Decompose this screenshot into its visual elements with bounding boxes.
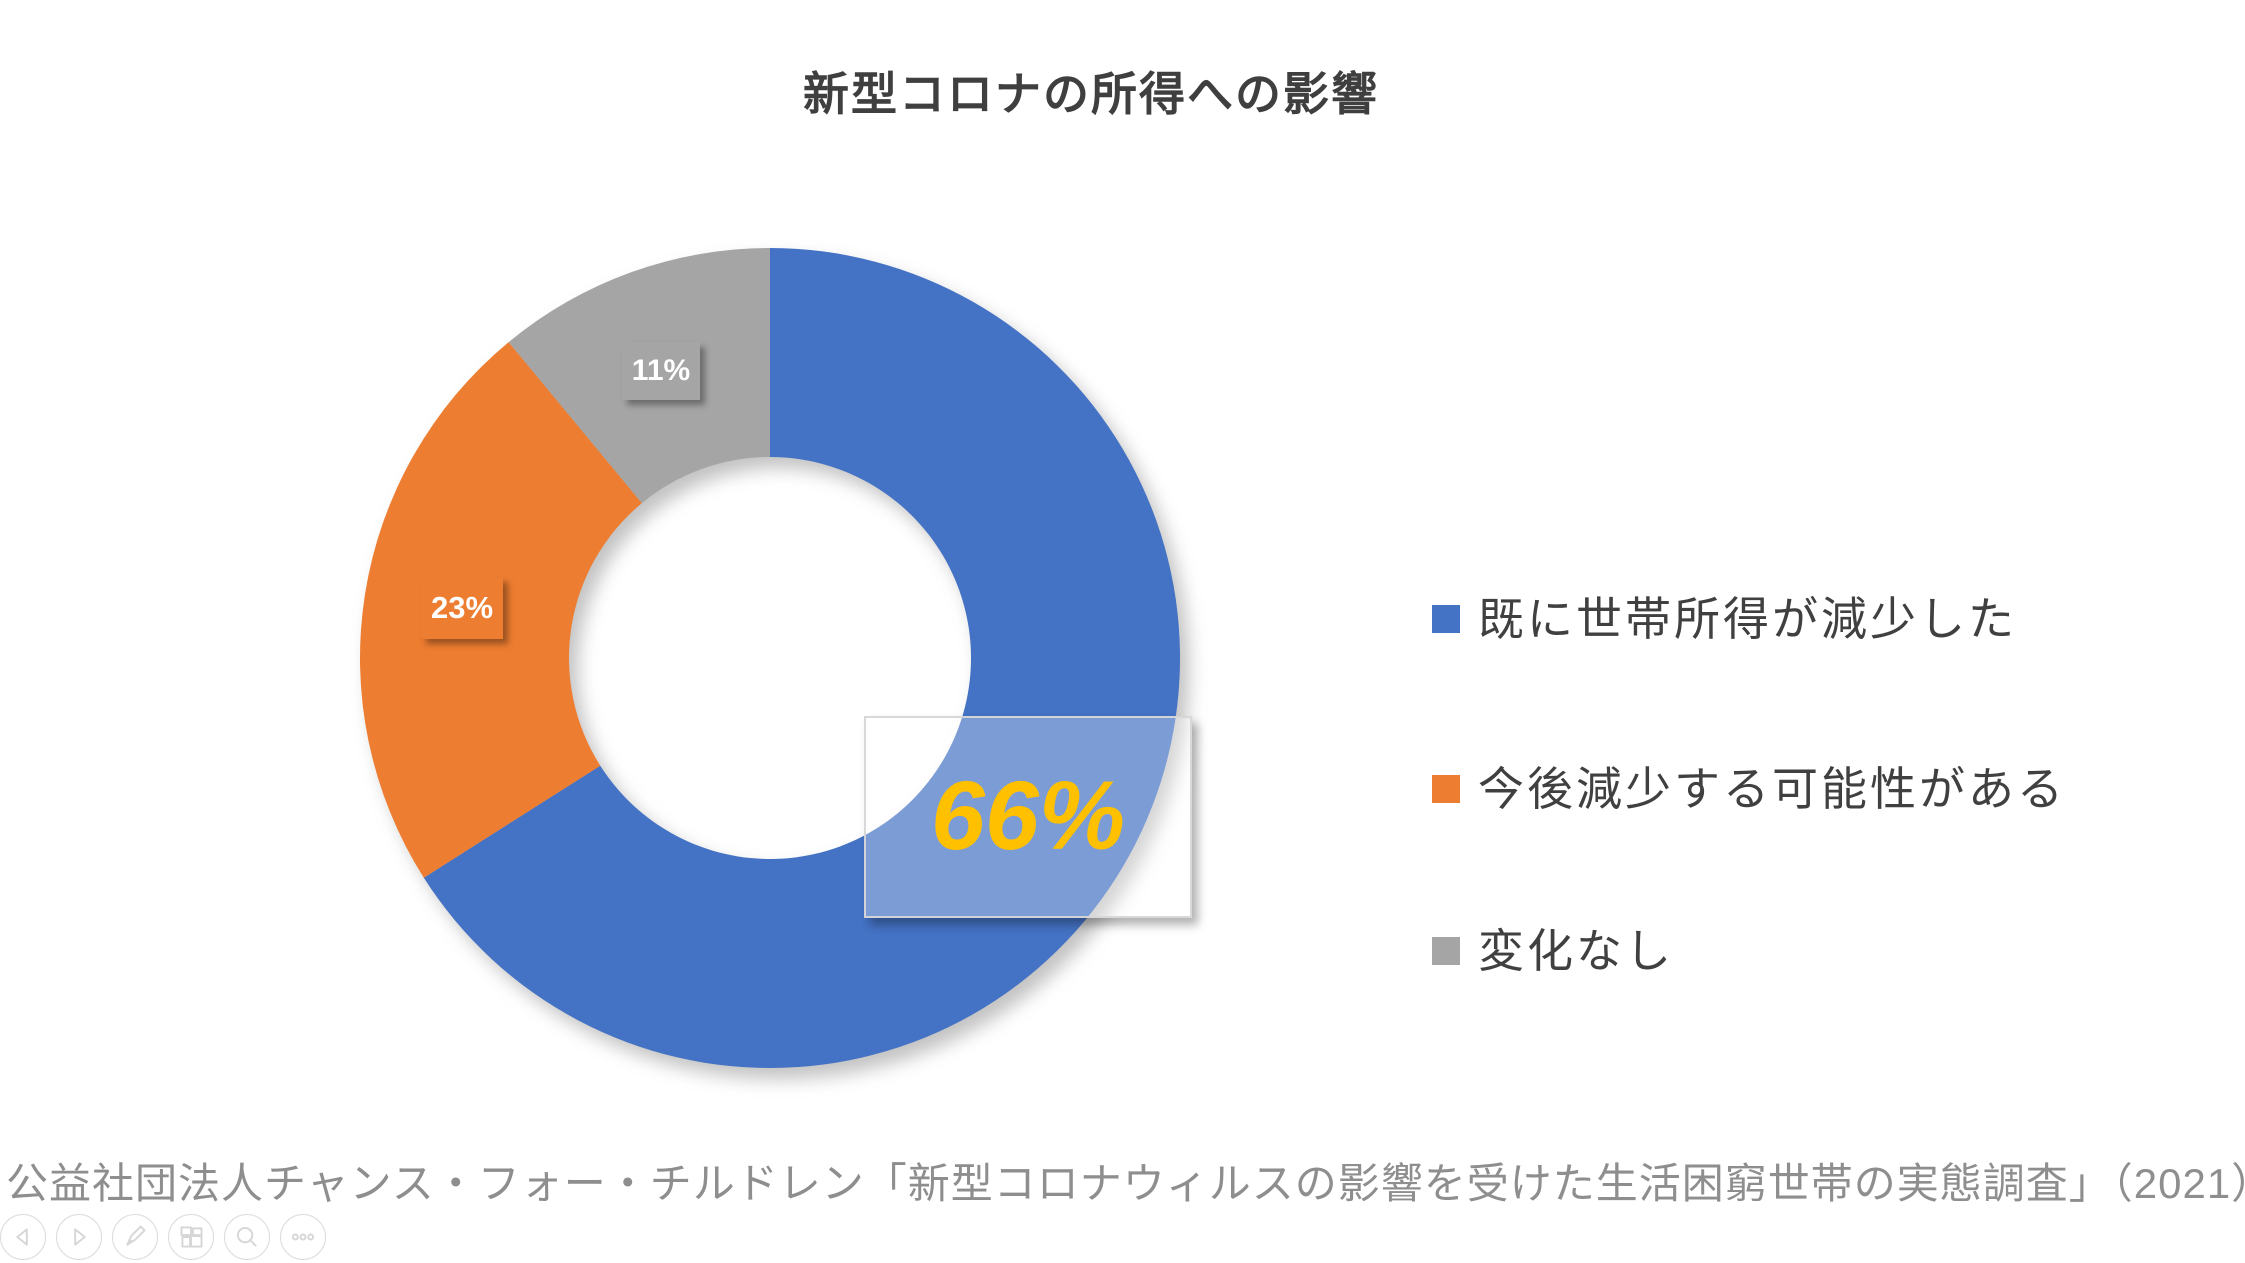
data-label-23-text: 23%	[430, 590, 494, 625]
see-all-slides-icon	[180, 1226, 203, 1248]
previous-slide-icon	[16, 1228, 28, 1246]
donut-slice-0	[423, 248, 1181, 1068]
previous-slide-button[interactable]	[0, 1214, 46, 1260]
data-label-23: 23%	[421, 577, 503, 639]
data-label-11: 11%	[622, 342, 700, 400]
legend-label: 既に世帯所得が減少した	[1478, 593, 2017, 645]
legend-swatch-blue	[1432, 605, 1460, 633]
ellipsis-icon	[291, 1233, 315, 1241]
source-note: 公益社団法人チャンス・フォー・チルドレン「新型コロナウィルスの影響を受けた生活困…	[6, 1160, 2245, 1207]
legend-swatch-orange	[1432, 775, 1460, 803]
more-options-button[interactable]	[280, 1214, 326, 1260]
pen-annotate-button[interactable]	[112, 1214, 158, 1260]
emphasis-callout-box: 66%	[864, 716, 1192, 918]
chart-title: 新型コロナの所得への影響	[803, 68, 1379, 120]
emphasis-data-label: 66%	[930, 760, 1126, 870]
magnifier-icon	[236, 1226, 257, 1247]
legend-swatch-gray	[1432, 937, 1460, 965]
legend-item-already-decreased: 既に世帯所得が減少した	[1432, 588, 2017, 645]
data-label-11-text: 11%	[631, 354, 691, 387]
legend-item-no-change: 変化なし	[1432, 920, 1674, 977]
see-all-slides-button[interactable]	[168, 1214, 214, 1260]
next-slide-button[interactable]	[56, 1214, 102, 1260]
pen-icon	[126, 1225, 146, 1246]
slideshow-toolbar	[0, 1214, 326, 1260]
zoom-slide-button[interactable]	[224, 1214, 270, 1260]
legend-label: 今後減少する可能性がある	[1478, 763, 2066, 815]
legend-item-may-decrease: 今後減少する可能性がある	[1432, 758, 2066, 815]
next-slide-icon	[74, 1228, 86, 1246]
legend-label: 変化なし	[1478, 925, 1674, 977]
